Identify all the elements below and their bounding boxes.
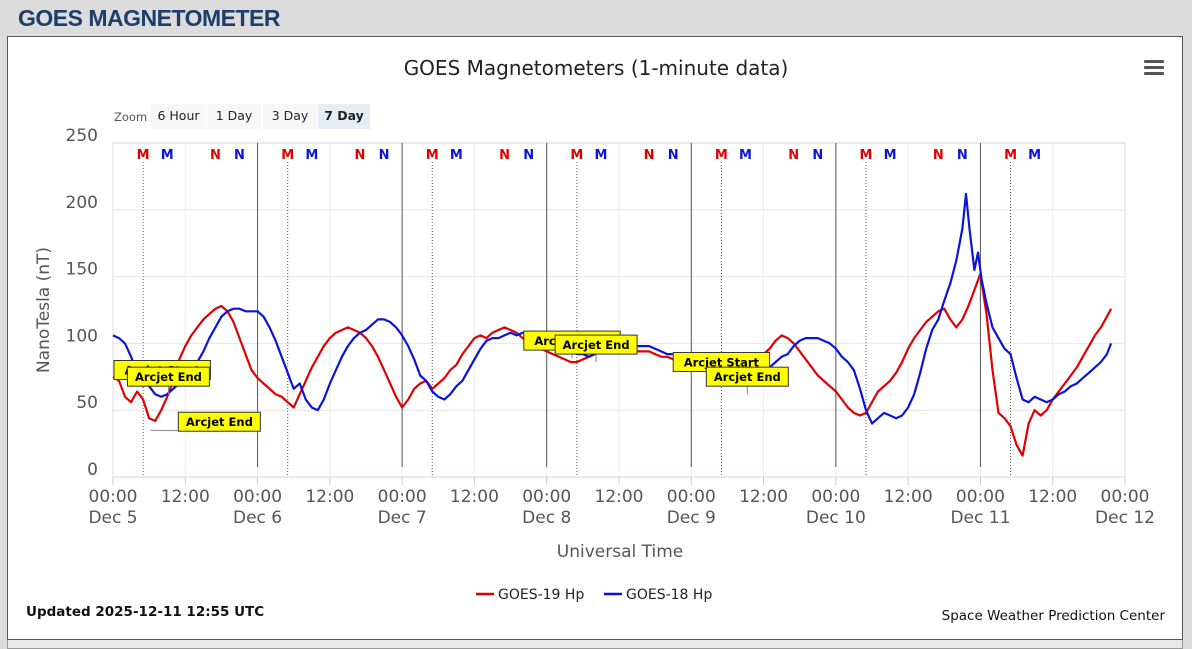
marker-m: M (450, 148, 463, 163)
marker-n: N (499, 148, 510, 163)
marker-m: M (860, 148, 873, 163)
annotation-box (126, 366, 210, 387)
annotation-label: Arcjet End (563, 338, 630, 352)
marker-m: M (884, 148, 897, 163)
marker-m: M (739, 148, 752, 163)
x-tick-date: Dec 11 (950, 508, 1010, 528)
legend-item[interactable]: GOES-18 Hp (626, 587, 712, 603)
y-tick-label: 250 (66, 126, 98, 146)
marker-m: M (137, 148, 150, 163)
marker-n: N (812, 148, 823, 163)
x-tick-time: 12:00 (739, 487, 788, 507)
annotation-label: Arcjet End (714, 370, 781, 384)
annotation-box (554, 334, 638, 355)
x-tick-time: 00:00 (667, 487, 716, 507)
menu-hamburger-icon[interactable] (1144, 60, 1164, 76)
x-tick-time: 00:00 (233, 487, 282, 507)
y-tick-label: 200 (66, 193, 98, 213)
x-tick-time: 12:00 (161, 487, 210, 507)
marker-n: N (933, 148, 944, 163)
page-header: GOES MAGNETOMETER (0, 0, 1192, 36)
marker-n: N (788, 148, 799, 163)
annotation-box (177, 411, 261, 432)
marker-m: M (1028, 148, 1041, 163)
legend-item[interactable]: GOES-19 Hp (498, 587, 584, 603)
x-tick-date: Dec 7 (378, 508, 427, 528)
zoom-label: Zoom (114, 110, 147, 124)
x-tick-time: 00:00 (1101, 487, 1150, 507)
x-tick-date: Dec 9 (667, 508, 716, 528)
zoom-button-bg (207, 104, 261, 129)
marker-n: N (523, 148, 534, 163)
marker-m: M (594, 148, 607, 163)
x-tick-date: Dec 8 (522, 508, 571, 528)
x-axis-title: Universal Time (557, 542, 683, 562)
marker-m: M (426, 148, 439, 163)
y-tick-label: 0 (87, 460, 98, 480)
x-tick-date: Dec 5 (88, 508, 137, 528)
zoom-button-bg (263, 104, 317, 129)
zoom-button-bg (151, 104, 206, 129)
marker-m: M (1004, 148, 1017, 163)
marker-m: M (570, 148, 583, 163)
y-tick-label: 50 (76, 393, 98, 413)
zoom-button-7-day[interactable]: 7 Day (324, 108, 364, 123)
x-tick-time: 00:00 (811, 487, 860, 507)
zoom-button-6-hour[interactable]: 6 Hour (157, 108, 200, 123)
x-tick-time: 00:00 (378, 487, 427, 507)
y-tick-label: 100 (66, 326, 98, 346)
x-tick-time: 00:00 (522, 487, 571, 507)
mn-markers: M M M M M M MM M M M M M MN N N N N NN N N N N N (137, 148, 1041, 163)
y-tick-label: 150 (66, 260, 98, 280)
legend: GOES-19 Hp GOES-18 Hp (476, 587, 712, 603)
x-tick-time: 12:00 (595, 487, 644, 507)
marker-n: N (957, 148, 968, 163)
x-tick-time: 00:00 (956, 487, 1005, 507)
x-tick-time: 12:00 (305, 487, 354, 507)
zoom-selector: Zoom 6 Hour 1 Day 3 Day 7 Day (114, 104, 370, 129)
credit-text: Space Weather Prediction Center (941, 608, 1165, 624)
marker-n: N (355, 148, 366, 163)
marker-m: M (281, 148, 294, 163)
updated-timestamp: Updated 2025-12-11 12:55 UTC (26, 604, 265, 620)
y-axis-title: NanoTesla (nT) (34, 247, 54, 373)
annotation-label: Arcjet Start (684, 355, 760, 369)
marker-m: M (305, 148, 318, 163)
x-tick-date: Dec 6 (233, 508, 282, 528)
zoom-button-1-day[interactable]: 1 Day (216, 108, 253, 123)
x-tick-time: 12:00 (450, 487, 499, 507)
chart-title: GOES Magnetometers (1-minute data) (404, 56, 789, 80)
x-tick-date: Dec 10 (806, 508, 866, 528)
day-separator-lines (257, 143, 981, 467)
annotation-label: Arcjet End (186, 415, 253, 429)
marker-n: N (210, 148, 221, 163)
page-title: GOES MAGNETOMETER (18, 5, 281, 31)
annotation-box (705, 366, 789, 387)
marker-n: N (379, 148, 390, 163)
zoom-button-3-day[interactable]: 3 Day (272, 108, 309, 123)
marker-m: M (161, 148, 174, 163)
zoom-button-bg (318, 104, 370, 129)
x-tick-time: 12:00 (1028, 487, 1077, 507)
x-tick-time: 12:00 (884, 487, 933, 507)
annotation-label: Arcjet End (135, 370, 202, 384)
x-tick-date: Dec 12 (1095, 508, 1155, 528)
marker-n: N (234, 148, 245, 163)
x-tick-time: 00:00 (89, 487, 138, 507)
marker-n: N (668, 148, 679, 163)
marker-m: M (715, 148, 728, 163)
marker-n: N (644, 148, 655, 163)
